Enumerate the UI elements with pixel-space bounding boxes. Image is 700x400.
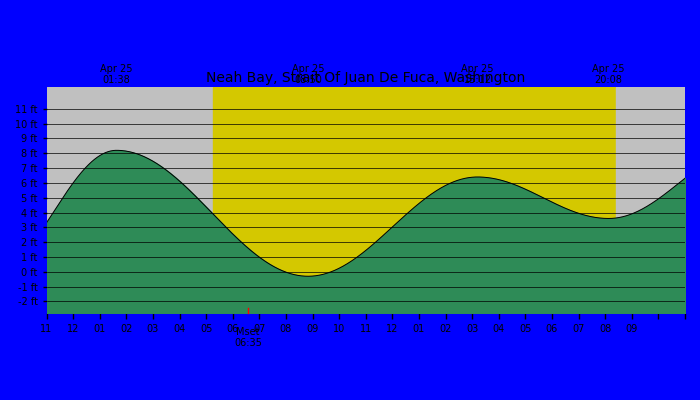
Text: Apr 25
01:38: Apr 25 01:38 — [100, 64, 133, 85]
Bar — [617, 87, 685, 313]
Bar — [46, 87, 213, 313]
Text: Apr 25
15:12: Apr 25 15:12 — [461, 64, 493, 85]
Bar — [213, 87, 617, 313]
Text: Apr 25
08:50: Apr 25 08:50 — [292, 64, 324, 85]
Title: Neah Bay, Strait Of Juan De Fuca, Washington: Neah Bay, Strait Of Juan De Fuca, Washin… — [206, 72, 526, 86]
Text: Apr 25
20:08: Apr 25 20:08 — [592, 64, 625, 85]
Text: Mset
06:35: Mset 06:35 — [234, 327, 262, 348]
